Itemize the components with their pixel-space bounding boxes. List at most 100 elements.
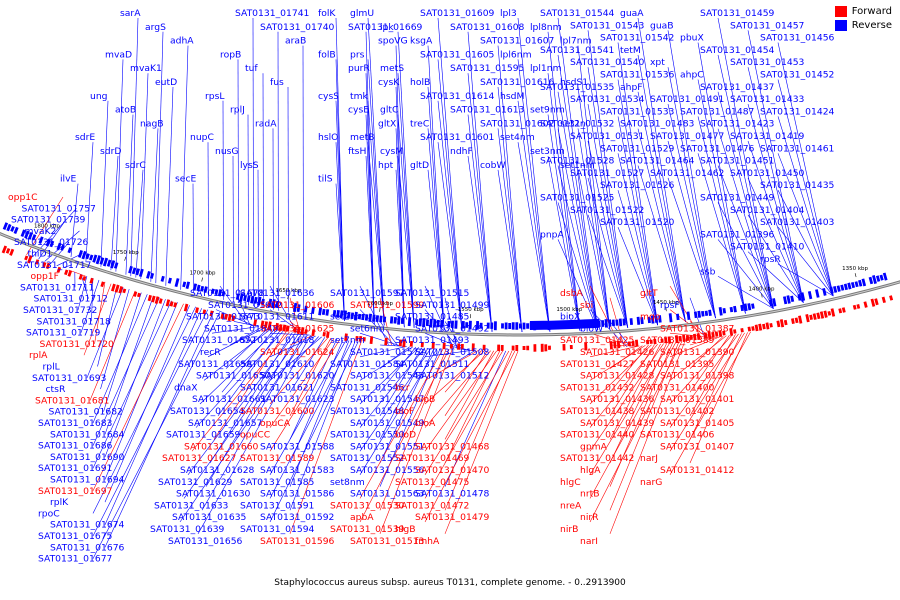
forward-feature [420, 341, 424, 348]
gene-label-line [667, 140, 716, 319]
reverse-feature [325, 309, 330, 316]
gene-label-line [92, 306, 196, 514]
gene-label: SAT0131_01425 [560, 335, 635, 346]
gene-label-line [444, 350, 488, 416]
gene-label-line [155, 31, 164, 284]
reverse-feature [782, 296, 788, 305]
gene-label: SAT0131_01683 [38, 418, 113, 429]
reverse-feature [733, 305, 737, 313]
gene-label: SAT0131_01584 [330, 359, 405, 370]
label-lines [26, 17, 834, 559]
gene-label: SAT0131_01522 [570, 205, 644, 216]
gene-label-line [272, 128, 274, 310]
ruler-label: 1700 kbp [190, 271, 216, 277]
gene-label-line [577, 86, 611, 330]
forward-feature [805, 313, 810, 323]
gene-label: purR [348, 63, 370, 74]
forward-feature [790, 318, 795, 325]
gene-label-line [697, 42, 746, 314]
forward-feature [827, 311, 832, 316]
gene-label: SAT0131_01690 [50, 452, 125, 463]
gene-label: bcr [395, 382, 410, 393]
gene-label-line [669, 332, 745, 452]
gene-label: SAT0131_01457 [730, 20, 805, 31]
forward-feature [718, 330, 723, 337]
gene-label-line [92, 309, 209, 537]
gene-label: SAT0131_01675 [38, 531, 113, 542]
reverse-feature [743, 303, 748, 312]
gene-label: SAT0131_01439 [580, 418, 655, 429]
gene-label-line [199, 329, 278, 405]
gene-label-line [637, 165, 686, 323]
gene-label-line [747, 30, 804, 303]
gene-label: SAT0131_01438 [560, 406, 635, 417]
forward-feature [751, 326, 755, 331]
gene-label-line [217, 330, 281, 416]
gene-label: SAT0131_01611 [240, 312, 314, 323]
gene-label-line [359, 347, 426, 428]
gene-label: lysS [240, 160, 259, 171]
forward-feature [889, 295, 894, 301]
gene-label: sbi [580, 300, 593, 311]
gene-label: spoVG [378, 36, 408, 47]
forward-feature [627, 341, 631, 347]
reverse-feature [668, 313, 673, 323]
gene-label: araB [285, 36, 306, 47]
gene-label-line [437, 59, 463, 331]
forward-feature [133, 291, 138, 297]
reverse-feature [790, 295, 795, 303]
forward-feature [274, 322, 279, 331]
gene-label-line [395, 128, 405, 328]
gene-label-line [589, 345, 646, 381]
reverse-feature [508, 322, 512, 330]
reverse-feature [311, 306, 315, 314]
gene-label: SAT0131_01633 [154, 500, 229, 511]
gene-label: SAT0131_01711 [20, 282, 94, 293]
gene-label-line [77, 276, 88, 311]
reverse-feature [210, 288, 215, 295]
gene-label-line [747, 214, 804, 303]
gene-label: fus [270, 77, 284, 88]
ruler-label: 1350 kbp [842, 266, 868, 272]
gene-label-line [359, 348, 438, 475]
gene-label: SAT0131_01628 [180, 465, 255, 476]
forward-feature [693, 333, 697, 341]
gene-label: SAT0131_01487 [680, 106, 755, 117]
gene-label: mqo [640, 312, 661, 323]
forward-feature [78, 274, 83, 280]
gene-label-line [577, 45, 611, 330]
ruler-tick [287, 295, 289, 300]
ruler-tick [379, 307, 381, 312]
gene-label: SAT0131_01543 [570, 20, 645, 31]
gene-label-line [379, 349, 453, 534]
gene-label-line [92, 300, 172, 469]
gene-label: bioB [415, 394, 435, 405]
gene-label-line [777, 79, 834, 297]
ruler-label: 1550 kbp [458, 307, 484, 313]
gene-label: SAT0131_01693 [32, 373, 107, 384]
gene-label: SAT0131_01661 [192, 394, 266, 405]
forward-feature [812, 313, 817, 320]
gene-label: SAT0131_01677 [38, 554, 113, 565]
gene-label-line [209, 332, 293, 464]
reverse-feature [77, 249, 84, 258]
gene-label-line [777, 190, 834, 297]
forward-feature [267, 321, 272, 330]
gene-label: ipk [380, 22, 394, 33]
gene-label: SAT0131_01660 [184, 441, 259, 452]
gene-label: SAT0131_01454 [700, 45, 775, 56]
ruler-ticks: 1800 kbp 1750 kbp 1700 kbp 1650 kbp 1600 kbp… [34, 223, 869, 319]
forward-swatch [834, 6, 847, 17]
gene-label: SAT0131_01563 [350, 489, 425, 500]
forward-feature [809, 314, 813, 320]
gene-label: SAT0131_01648 [204, 323, 279, 334]
gene-label: rpsF [660, 300, 680, 311]
gene-label-line [183, 333, 302, 499]
gene-label-line [140, 73, 149, 280]
forward-feature [703, 332, 708, 339]
gene-label: SAT0131_01390 [660, 347, 735, 358]
gene-label: SAT0131_01550 [330, 430, 405, 441]
gene-label-line [359, 332, 401, 347]
gene-label: lpl6nm [500, 49, 532, 60]
